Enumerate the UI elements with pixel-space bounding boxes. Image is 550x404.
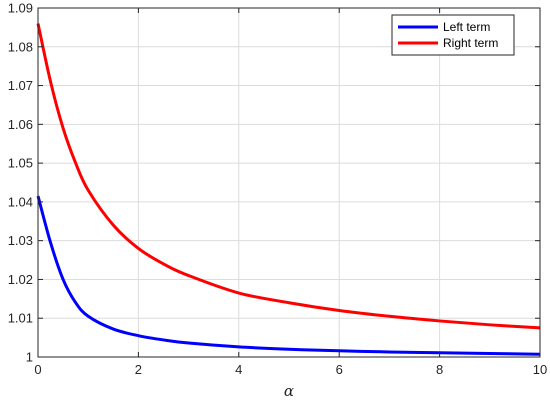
plot-area	[38, 8, 540, 357]
x-tick-label: 10	[533, 362, 547, 377]
plot-frame	[37, 7, 541, 358]
y-tick-label: 1.01	[8, 311, 33, 326]
y-tick-label: 1.03	[8, 233, 33, 248]
x-tick-label: 8	[436, 362, 443, 377]
x-axis-label: α	[284, 382, 294, 400]
y-tick-label: 1.07	[8, 78, 33, 93]
y-tick-label: 1.05	[8, 156, 33, 171]
series-line-left-term	[36, 195, 541, 356]
x-tick-label: 6	[336, 362, 343, 377]
y-tick-label: 1	[26, 350, 33, 365]
legend-label-right-term: Right term	[443, 36, 498, 50]
x-tick-label: 0	[34, 362, 41, 377]
series-layer	[36, 23, 541, 356]
x-tick-label: 2	[135, 362, 142, 377]
y-tick-label: 1.09	[8, 1, 33, 16]
legend-label-left-term: Left term	[443, 20, 490, 34]
y-tick-label: 1.02	[8, 272, 33, 287]
legend-box	[391, 14, 515, 56]
y-tick-label: 1.06	[8, 117, 33, 132]
y-tick-label: 1.04	[8, 194, 33, 209]
y-tick-label: 1.08	[8, 39, 33, 54]
legend: Left term Right term	[391, 14, 515, 56]
ticks: 0 2 4 6 8 10 1 1.01 1.02 1.03 1.04 1.05 1.06 1.07 1.08…	[8, 1, 548, 378]
grid	[38, 8, 540, 357]
x-tick-label: 4	[235, 362, 242, 377]
series-line-right-term	[36, 23, 541, 330]
